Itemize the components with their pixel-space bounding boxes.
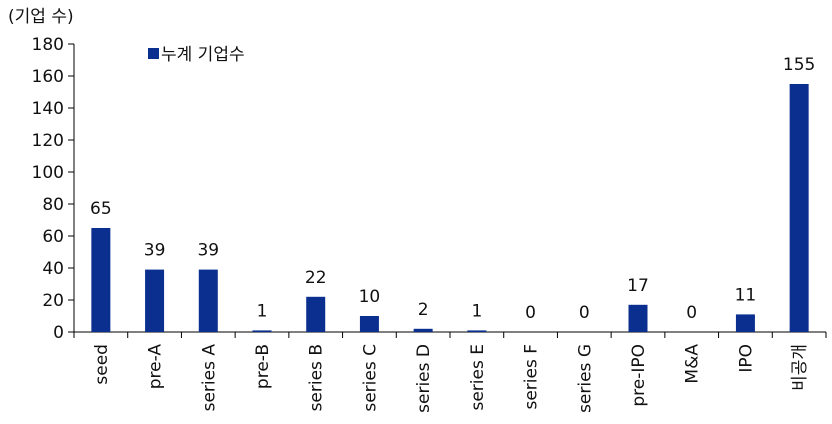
x-tick-label: series C [360,344,380,412]
data-label: 1 [257,301,268,321]
x-tick-label: series F [522,344,542,410]
data-label: 39 [144,241,166,261]
bar [413,328,433,332]
bar [91,228,111,332]
data-label: 0 [525,303,536,323]
bar-series [91,84,809,332]
data-label: 11 [735,285,757,305]
bar [467,330,487,332]
y-tick-label: 80 [42,195,64,215]
x-tick-label: seed [92,344,112,385]
y-tick-label: 40 [42,259,64,279]
data-label: 2 [418,300,429,320]
bar [735,314,755,332]
x-tick-label: series E [468,344,488,411]
x-tick-label: IPO [736,344,756,373]
x-axis: seed pre-A series A pre-B series B series C se… [73,331,827,413]
data-label: 155 [783,55,815,75]
bar [789,84,809,332]
data-label: 39 [197,241,219,261]
y-tick-label: 180 [32,35,64,55]
x-tick-label: series D [414,344,434,413]
data-label: 0 [579,303,590,323]
bar [628,304,648,332]
x-tick-label: pre-IPO [629,344,649,407]
y-tick-label: 20 [42,291,64,311]
bar [198,269,218,332]
data-label: 17 [627,276,649,296]
data-label: 10 [359,287,381,307]
y-tick-label: 0 [53,323,64,343]
x-tick-label: M&A [683,344,703,384]
y-tick-label: 140 [32,99,64,119]
y-tick-label: 60 [42,227,64,247]
x-tick-label: pre-B [253,344,273,389]
x-tick-label: pre-A [146,344,166,390]
bar [145,269,165,332]
bar [359,316,379,332]
x-tick-label: series A [199,344,219,412]
y-tick-label: 100 [32,163,64,183]
data-label: 0 [686,303,697,323]
x-tick-label: series B [307,344,327,411]
bar [252,330,272,332]
x-tick-label: series G [575,344,595,413]
y-axis: 0 20 40 60 80 100 120 140 160 180 [32,35,75,343]
bar [306,296,326,332]
y-tick-label: 160 [32,67,64,87]
y-unit-label: (기업 수) [8,7,74,27]
y-tick-label: 120 [32,131,64,151]
data-label: 22 [305,268,327,288]
legend-label: 누계 기업수 [161,45,245,65]
legend: 누계 기업수 [148,45,245,65]
x-tick-label: 비공개 [790,344,810,391]
data-label: 65 [90,199,112,219]
data-label: 1 [471,301,482,321]
legend-swatch [148,48,159,59]
